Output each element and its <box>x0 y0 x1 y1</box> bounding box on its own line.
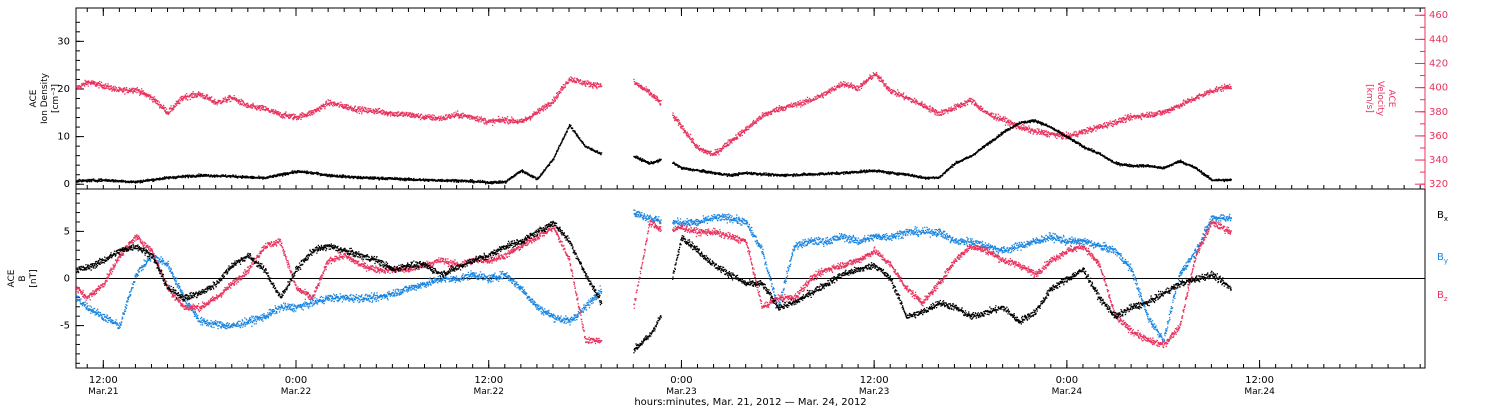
x-tick-date-label: Mar.21 <box>88 387 118 397</box>
x-tick-date-label: Mar.22 <box>473 387 503 397</box>
bottom-left-axis-label-line: ACE <box>7 269 17 287</box>
legend-by: By <box>1437 252 1448 265</box>
top-right-tick-label: 400 <box>1429 83 1448 94</box>
top-left-axis-label-line: [cm⁻³] <box>51 84 61 113</box>
top-right-tick-label: 380 <box>1429 107 1448 118</box>
x-tick-time-label: 12:00 <box>860 375 889 386</box>
x-tick-time-label: 12:00 <box>474 375 503 386</box>
top-right-axis: 320 340 360 380 400 420 440 460 ACEVelocity[km/s… <box>1364 8 1448 190</box>
top-right-tick-label: 420 <box>1429 59 1448 70</box>
series-velocity <box>76 71 1232 157</box>
top-right-tick-label: 460 <box>1429 10 1448 21</box>
top-right-axis-label-line: ACE <box>1386 90 1396 108</box>
top-left-tick-label: 10 <box>57 132 70 143</box>
top-right-tick-label: 320 <box>1429 179 1448 190</box>
bottom-left-tick-label: 0 <box>64 274 70 285</box>
series-ion-density <box>76 119 1232 185</box>
top-left-axis-label-line: Ion Density <box>40 72 50 124</box>
top-left-axis: 0 10 20 30 ACE Ion Density [cm⁻³] <box>29 21 84 190</box>
series-by <box>76 209 1232 344</box>
bottom-legend: Bx By Bz <box>1437 210 1448 303</box>
top-left-tick-label: 20 <box>57 84 70 95</box>
top-left-axis-label-line: ACE <box>29 89 39 107</box>
plot-frame <box>75 7 1426 369</box>
series-ion-density-points <box>76 119 1232 185</box>
top-right-axis-label-line: [km/s] <box>1364 84 1374 113</box>
bottom-left-tick-label: -5 <box>60 321 70 332</box>
bottom-left-axis-label-line: [nT] <box>29 269 39 287</box>
x-tick-time-label: 12:00 <box>89 375 118 386</box>
x-tick-time-label: 0:00 <box>285 375 307 386</box>
x-tick-date-label: Mar.23 <box>666 387 696 397</box>
legend-bx: Bx <box>1437 210 1448 223</box>
top-left-tick-label: 30 <box>57 36 70 47</box>
top-right-tick-label: 340 <box>1429 155 1448 166</box>
x-tick-time-label: 0:00 <box>1056 375 1078 386</box>
bottom-left-axis-label-line: B <box>18 275 28 281</box>
bottom-left-tick-label: 5 <box>64 226 70 237</box>
series-velocity-points <box>76 71 1232 157</box>
x-tick-time-label: 12:00 <box>1245 375 1274 386</box>
x-axis-title: hours:minutes, Mar. 21, 2012 — Mar. 24, … <box>634 397 866 408</box>
series-by-points <box>76 209 1232 344</box>
x-tick-date-label: Mar.22 <box>281 387 311 397</box>
top-right-tick-label: 440 <box>1429 34 1448 45</box>
x-tick-date-label: Mar.24 <box>1244 387 1275 397</box>
top-left-tick-label: 0 <box>64 179 70 190</box>
x-axis: 12:00Mar.210:00Mar.2212:00Mar.220:00Mar.… <box>86 8 1421 408</box>
x-tick-date-label: Mar.24 <box>1052 387 1083 397</box>
legend-bz: Bz <box>1437 290 1448 303</box>
top-left-axis-label: ACE Ion Density [cm⁻³] <box>29 72 61 124</box>
bottom-left-axis-label: ACE B [nT] <box>7 269 39 287</box>
top-right-tick-label: 360 <box>1429 131 1448 142</box>
x-tick-time-label: 0:00 <box>670 375 692 386</box>
top-right-axis-label-line: Velocity <box>1375 81 1385 117</box>
x-tick-date-label: Mar.23 <box>859 387 889 397</box>
